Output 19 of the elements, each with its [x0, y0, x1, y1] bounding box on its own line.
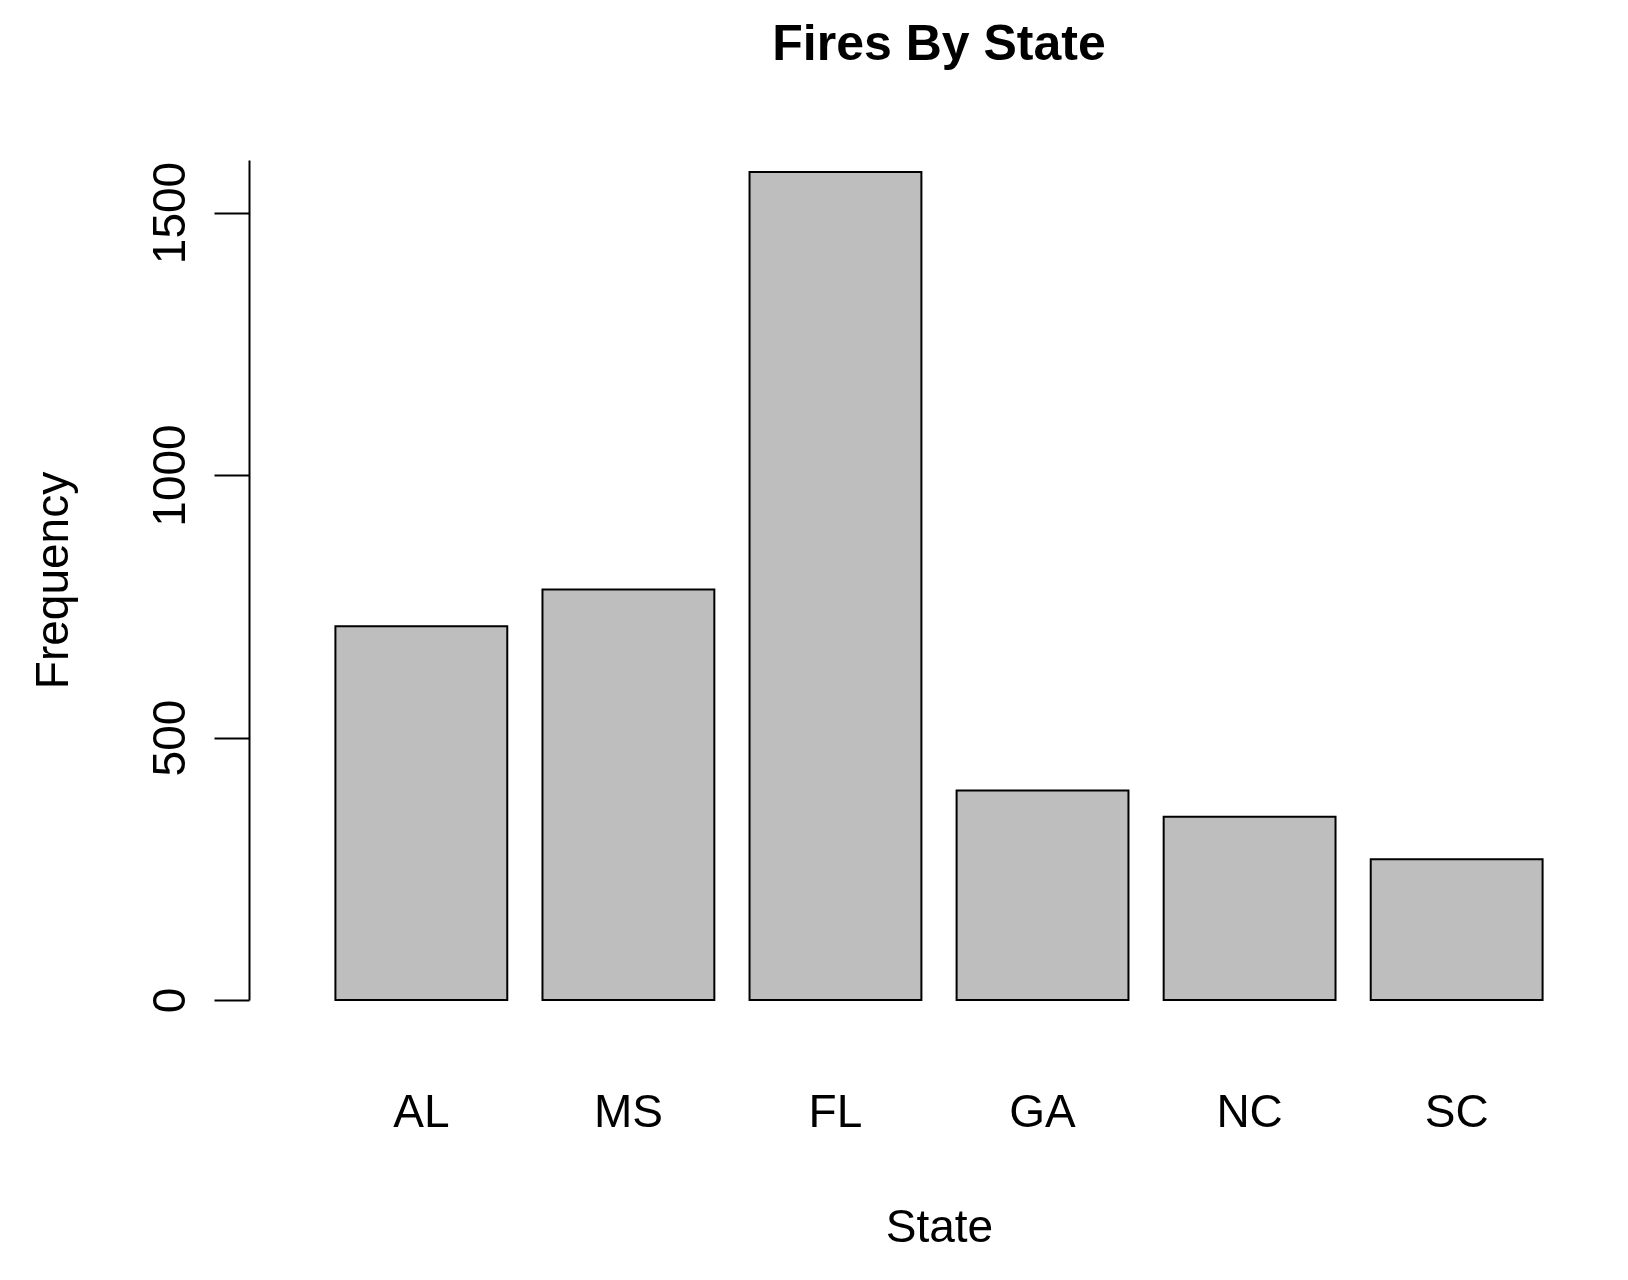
x-tick-label: SC: [1424, 1084, 1489, 1137]
x-tick-label: GA: [1009, 1084, 1077, 1137]
bar: [1369, 858, 1544, 1001]
y-tick-label: 500: [142, 699, 195, 777]
x-tick-label: MS: [593, 1084, 663, 1137]
y-tick-label: 1000: [142, 424, 195, 527]
bar: [748, 171, 923, 1001]
x-tick-label: NC: [1216, 1084, 1283, 1137]
bar: [334, 625, 509, 1001]
x-tick-label: FL: [808, 1084, 863, 1137]
y-tick-label: 1500: [142, 161, 195, 265]
chart-title: Fires By State: [772, 15, 1106, 71]
x-tick-label: AL: [393, 1084, 450, 1137]
bar: [1162, 815, 1337, 1001]
x-axis-title: State: [885, 1199, 994, 1252]
bar: [955, 789, 1130, 1001]
bar: [541, 588, 716, 1001]
y-tick-label: 0: [142, 987, 195, 1014]
y-axis-title: Frequency: [25, 471, 78, 690]
